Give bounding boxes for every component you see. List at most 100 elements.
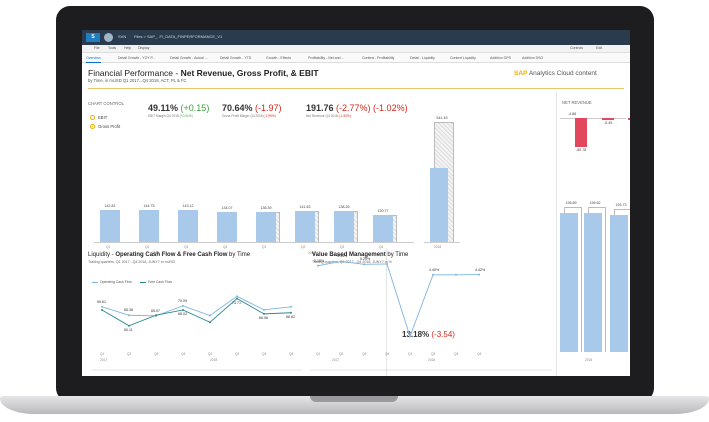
tick-label: Q3 <box>454 352 459 356</box>
menu-file[interactable]: File <box>94 46 100 50</box>
liquidity-title-bold: Operating Cash Flow & Free Cash Flow <box>115 252 228 258</box>
group-label: 2018 <box>585 358 593 362</box>
tick-label: Q2 <box>127 352 132 356</box>
vbm-title: Value Based Management by Time <box>312 252 408 258</box>
data-point <box>317 264 319 267</box>
bar-value-label: 541.49 <box>436 116 448 120</box>
tab-liquidity[interactable]: Detail - Liquidity <box>410 56 435 60</box>
ebit-margin-caption: EBIT Margin Q4 2018 (+0.01%) <box>148 114 193 118</box>
ebit-radio-label: EBIT <box>98 115 108 120</box>
legend-fcf: Free Cash Flow <box>148 280 172 284</box>
tab-addition-ops[interactable]: Addition OPS <box>490 56 512 60</box>
gross-profit-radio[interactable] <box>90 124 95 129</box>
vbm-title-tail: by Time <box>385 252 409 258</box>
tab-profitability[interactable]: Profitability - Net and ... <box>308 56 345 60</box>
group-label: 2017 <box>332 358 340 362</box>
tick-label: Q4 <box>379 245 384 249</box>
point-label: 73.71 <box>232 300 241 305</box>
variance-label: -5.47 <box>624 121 631 125</box>
tab-effects[interactable]: Growth - Effects <box>266 56 292 60</box>
tab-yoy[interactable]: Detail Growth - YOY P... <box>118 56 156 60</box>
bar <box>373 215 393 242</box>
data-point <box>455 273 457 276</box>
variance-bar <box>602 118 614 120</box>
liquidity-title: Liquidity - Operating Cash Flow & Free C… <box>88 252 250 258</box>
net-revenue-title: NET REVENUE <box>562 100 592 105</box>
shell-bar: S SVN Files > SAP_ .FI_DATA_FINPERFORMAN… <box>82 30 630 45</box>
bar-value-label: 120.77 <box>377 209 389 214</box>
bar-value-label: 136.39 <box>260 205 272 210</box>
page-title-plain: Financial Performance - <box>88 68 181 78</box>
data-point <box>263 312 265 315</box>
point-label: 5.29% <box>360 257 371 262</box>
data-point <box>363 263 365 266</box>
tab-context-profitability[interactable]: Context - Profitability <box>362 56 395 60</box>
bar <box>256 211 276 242</box>
app-name[interactable]: SVN <box>118 34 127 39</box>
edit-button[interactable]: Edit <box>596 46 603 50</box>
page-title: Financial Performance - Net Revenue, Gro… <box>88 68 319 78</box>
point-label: 60.11 <box>124 327 133 332</box>
point-label: 69.61 <box>97 299 106 304</box>
tab-context-liquidity[interactable]: Context Liquidity <box>450 56 476 60</box>
controls-button[interactable]: Controls <box>570 46 584 50</box>
data-point <box>209 321 211 324</box>
data-point <box>263 308 265 311</box>
tick-label: Q4 <box>181 352 186 356</box>
kpi-delta: (+0.15) <box>180 103 210 113</box>
data-point <box>155 314 157 317</box>
liquidity-subtitle: Trailing quarters, Q1 2017...Q4 2018, JU… <box>88 260 176 264</box>
kpi-caption: EBIT Margin Q4 2018 <box>148 114 180 118</box>
menu-display[interactable]: Display <box>138 46 150 50</box>
menu-tools[interactable]: Tools <box>108 46 117 50</box>
bar-value-label: 195.89 <box>565 201 577 205</box>
app-logo[interactable]: S <box>86 33 100 42</box>
series-line <box>317 260 480 338</box>
page-subtitle: by Time, in mUSD Q1 2017...Q4 2018, ACT,… <box>88 78 187 83</box>
group-label: 2018 <box>308 251 316 255</box>
point-label: 66.62 <box>286 314 295 319</box>
x-axis <box>94 242 414 243</box>
sap-logo: SAP <box>514 70 528 77</box>
bar-value-label: 144.75 <box>143 203 155 208</box>
net-revenue-kpi: 191.76 (-2.77%) (-1.02%) <box>306 103 408 113</box>
chart-control-label: CHART CONTROL <box>88 101 124 106</box>
brand-text: Analytics Cloud content <box>527 70 597 77</box>
tab-ytd[interactable]: Detail Growth - YTD <box>220 56 252 60</box>
ebit-radio[interactable] <box>90 115 95 120</box>
point-label: 4.40% <box>429 267 440 272</box>
file-path[interactable]: Files > SAP_ .FI_DATA_FINPERFORMANCE_V1 <box>134 34 223 39</box>
tab-overview[interactable]: Overview <box>86 53 101 63</box>
tab-addition-dso[interactable]: Addition DSO <box>522 56 544 60</box>
bar <box>610 214 628 352</box>
menu-bar: File Tools Help Display Controls Edit <box>82 45 630 53</box>
kpi-value: 70.64% <box>222 103 253 113</box>
point-label: 4.42% <box>475 267 486 272</box>
tab-actual[interactable]: Detail Growth - Actual ... <box>170 56 208 60</box>
bar <box>178 210 198 242</box>
series-line <box>101 295 292 317</box>
tick-label: Q2 <box>235 352 240 356</box>
kpi-delta: (-1.97) <box>255 103 282 113</box>
series-line <box>101 298 292 327</box>
laptop-base <box>0 396 709 414</box>
tick-label: Q3 <box>340 245 345 249</box>
vbm-kpi: 13.18% (-3.54) <box>402 330 455 339</box>
right-panel-divider <box>556 92 557 376</box>
variance-bar <box>575 118 587 148</box>
data-point <box>478 273 480 276</box>
tab-bar: Overview Detail Growth - YOY P... Detail… <box>82 53 630 63</box>
gross-margin-caption: Gross Profit Margin Q4 2018 (-1.99%) <box>222 114 276 118</box>
kpi-delta: (-2.77%) (-1.02%) <box>336 103 408 113</box>
menu-help[interactable]: Help <box>124 46 132 50</box>
avatar[interactable] <box>104 33 113 42</box>
tick-label: Q2 <box>339 352 344 356</box>
data-point <box>290 311 292 314</box>
bar-value-label: 134.07 <box>221 206 233 211</box>
data-point <box>128 324 130 327</box>
tick-label: Q1 <box>316 352 321 356</box>
kpi-caption-delta: (+0.01%) <box>179 114 193 118</box>
bar <box>295 210 315 242</box>
kpi-value: 191.76 <box>306 103 334 113</box>
point-label: 66.06 <box>259 315 268 320</box>
